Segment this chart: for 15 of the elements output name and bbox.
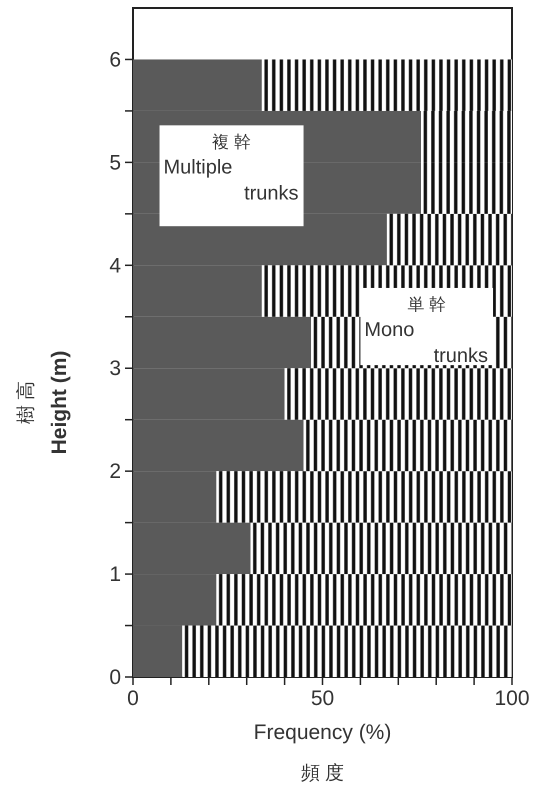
x-tick-label: 0	[127, 687, 139, 710]
x-tick-label: 100	[494, 687, 530, 710]
x-axis-title: Frequency (%) 頻 度	[254, 721, 392, 784]
y-tick-label: 4	[109, 254, 122, 278]
series-label: 複 幹 Multiple trunks	[164, 132, 299, 204]
y-tick-label: 0	[109, 666, 121, 689]
y-tick-label: 6	[109, 48, 121, 72]
x-tick-label: 50	[310, 687, 334, 710]
y-tick-label: 5	[109, 151, 121, 174]
y-tick-label: 2	[109, 460, 121, 484]
y-axis-title: 樹 高 Height (m)	[15, 350, 71, 454]
y-tick-label: 1	[109, 563, 121, 586]
series-label: 単 幹 Mono trunks	[360, 288, 494, 367]
y-tick-label: 3	[109, 357, 121, 380]
series-label: 複 幹 Multiple trunks	[160, 125, 304, 226]
